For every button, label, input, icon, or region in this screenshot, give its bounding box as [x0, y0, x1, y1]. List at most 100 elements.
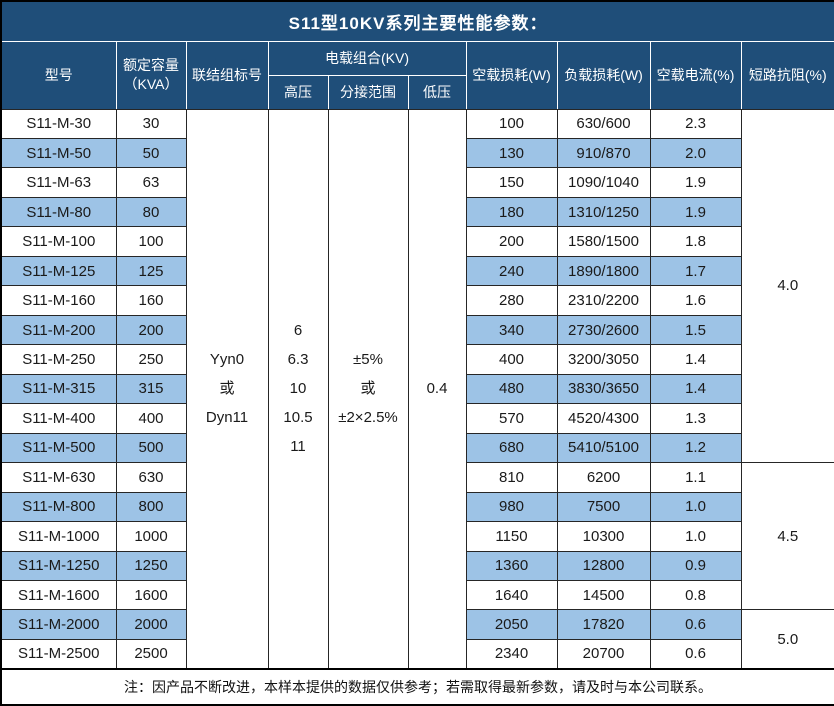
cell-capacity: 100	[115, 226, 187, 257]
cell-impedance-merged: 4.0	[740, 108, 834, 464]
cell-load-loss: 6200	[556, 462, 651, 493]
cell-no-load-current: 1.0	[649, 521, 742, 552]
cell-model: S11-M-80	[0, 196, 117, 228]
table-row: S11-M-800 800 980 7500 1.0	[0, 491, 834, 523]
cell-no-load-loss: 980	[465, 491, 558, 523]
cell-no-load-current: 0.6	[649, 638, 742, 670]
cell-no-load-loss: 180	[465, 196, 558, 228]
cell-load-loss: 2730/2600	[556, 314, 651, 346]
page-title: S11型10KV系列主要性能参数：	[0, 0, 834, 42]
cell-model: S11-M-2500	[0, 638, 117, 670]
cell-load-loss: 4520/4300	[556, 403, 651, 434]
cell-tap-range-merged: ±5% 或 ±2×2.5%	[327, 108, 409, 670]
cell-capacity: 630	[115, 462, 187, 493]
cell-capacity: 2500	[115, 638, 187, 670]
cell-model: S11-M-100	[0, 226, 117, 257]
cell-capacity: 500	[115, 432, 187, 464]
cell-no-load-current: 1.4	[649, 344, 742, 375]
cell-no-load-current: 1.0	[649, 491, 742, 523]
cell-no-load-loss: 570	[465, 403, 558, 434]
cell-no-load-current: 1.5	[649, 314, 742, 346]
cell-load-loss: 2310/2200	[556, 285, 651, 316]
cell-capacity: 30	[115, 108, 187, 139]
cell-no-load-current: 0.6	[649, 609, 742, 640]
cell-no-load-loss: 200	[465, 226, 558, 257]
cell-capacity: 315	[115, 373, 187, 405]
col-header-no-load-current: 空载电流(%)	[649, 40, 742, 110]
cell-capacity: 800	[115, 491, 187, 523]
cell-load-loss: 1890/1800	[556, 255, 651, 287]
footer-note: 注：因产品不断改进，本样本提供的数据仅供参考；若需取得最新参数，请及时与本公司联…	[0, 668, 834, 706]
table-row: S11-M-315 315 480 3830/3650 1.4	[0, 373, 834, 405]
table-row: S11-M-630 630 810 6200 1.1 4.5	[0, 462, 834, 611]
table-row: S11-M-100 100 200 1580/1500 1.8	[0, 226, 834, 257]
cell-capacity: 250	[115, 344, 187, 375]
cell-load-loss: 1090/1040	[556, 167, 651, 198]
table-row: S11-M-50 50 130 910/870 2.0	[0, 137, 834, 169]
table-row: S11-M-80 80 180 1310/1250 1.9	[0, 196, 834, 228]
cell-model: S11-M-200	[0, 314, 117, 346]
cell-no-load-current: 1.9	[649, 196, 742, 228]
cell-capacity: 2000	[115, 609, 187, 640]
cell-no-load-current: 1.6	[649, 285, 742, 316]
cell-impedance-merged: 4.5	[740, 462, 834, 611]
cell-load-loss: 910/870	[556, 137, 651, 169]
cell-load-loss: 5410/5100	[556, 432, 651, 464]
cell-no-load-current: 0.8	[649, 579, 742, 611]
cell-no-load-current: 2.0	[649, 137, 742, 169]
cell-model: S11-M-500	[0, 432, 117, 464]
cell-model: S11-M-400	[0, 403, 117, 434]
col-header-impedance: 短路抗阻(%)	[740, 40, 834, 110]
cell-no-load-current: 1.3	[649, 403, 742, 434]
header-row-2: 高压 分接范围 低压	[1, 74, 834, 110]
table-row: S11-M-400 400 570 4520/4300 1.3	[0, 403, 834, 434]
cell-load-loss: 14500	[556, 579, 651, 611]
cell-load-loss: 630/600	[556, 108, 651, 139]
cell-load-loss: 12800	[556, 550, 651, 582]
col-header-tap-range: 分接范围	[327, 74, 409, 110]
table-row: S11-M-500 500 680 5410/5100 1.2	[0, 432, 834, 464]
cell-no-load-loss: 100	[465, 108, 558, 139]
cell-no-load-loss: 680	[465, 432, 558, 464]
cell-capacity: 200	[115, 314, 187, 346]
table-row: S11-M-125 125 240 1890/1800 1.7	[0, 255, 834, 287]
cell-model: S11-M-160	[0, 285, 117, 316]
cell-load-loss: 1310/1250	[556, 196, 651, 228]
table-row: S11-M-30 30 Yyn0 或 Dyn11 6 6.3 10 10.5 11 ±5…	[0, 108, 834, 670]
cell-no-load-loss: 480	[465, 373, 558, 405]
cell-model: S11-M-1000	[0, 521, 117, 552]
cell-capacity: 400	[115, 403, 187, 434]
table-row: S11-M-63 63 150 1090/1040 1.9	[0, 167, 834, 198]
table-row: S11-M-160 160 280 2310/2200 1.6	[0, 285, 834, 316]
cell-capacity: 63	[115, 167, 187, 198]
cell-model: S11-M-1600	[0, 579, 117, 611]
cell-load-loss: 17820	[556, 609, 651, 640]
cell-capacity: 80	[115, 196, 187, 228]
cell-no-load-loss: 1360	[465, 550, 558, 582]
table-row: S11-M-2500 2500 2340 20700 0.6	[0, 638, 834, 670]
cell-capacity: 1250	[115, 550, 187, 582]
cell-no-load-loss: 340	[465, 314, 558, 346]
col-header-capacity-line1: 额定容量	[123, 57, 179, 74]
cell-no-load-loss: 810	[465, 462, 558, 493]
cell-model: S11-M-125	[0, 255, 117, 287]
cell-capacity: 125	[115, 255, 187, 287]
cell-no-load-loss: 240	[465, 255, 558, 287]
cell-capacity: 160	[115, 285, 187, 316]
cell-no-load-current: 1.8	[649, 226, 742, 257]
cell-model: S11-M-315	[0, 373, 117, 405]
col-header-lv: 低压	[407, 74, 467, 110]
col-header-capacity-line2: （KVA）	[123, 76, 179, 92]
cell-no-load-current: 2.3	[649, 108, 742, 139]
cell-model: S11-M-63	[0, 167, 117, 198]
cell-no-load-loss: 130	[465, 137, 558, 169]
cell-model: S11-M-50	[0, 137, 117, 169]
col-header-hv: 高压	[267, 74, 329, 110]
cell-model: S11-M-800	[0, 491, 117, 523]
cell-no-load-current: 1.2	[649, 432, 742, 464]
cell-no-load-loss: 1150	[465, 521, 558, 552]
cell-no-load-loss: 280	[465, 285, 558, 316]
header-row-1: 型号 额定容量 （KVA） 联结组标号 电载组合(KV) 空载损耗(W) 负载损…	[0, 40, 834, 110]
cell-model: S11-M-1250	[0, 550, 117, 582]
table-row: S11-M-200 200 340 2730/2600 1.5	[0, 314, 834, 346]
